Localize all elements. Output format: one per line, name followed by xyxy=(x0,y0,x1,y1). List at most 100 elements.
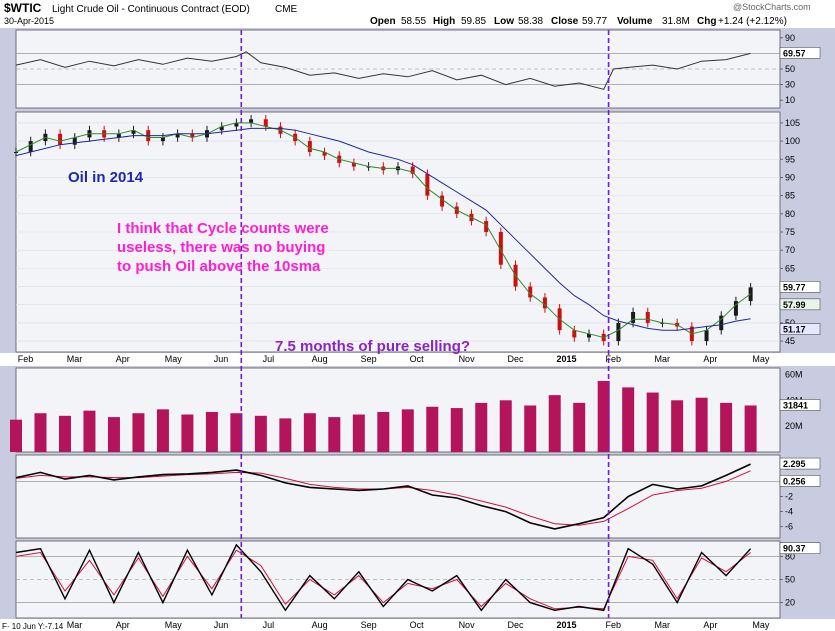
volume-bar xyxy=(597,380,610,452)
volume-bar xyxy=(83,410,96,452)
stoch-last-value: 90.37 xyxy=(783,544,806,554)
candle-body xyxy=(160,137,165,142)
close-value: 59.77 xyxy=(582,16,607,27)
volume-bar xyxy=(475,402,488,452)
volume-bar xyxy=(58,415,71,452)
header-bg xyxy=(0,0,835,28)
macd-last-value-bg xyxy=(779,457,821,470)
candle-body xyxy=(425,173,430,196)
volume-bar xyxy=(524,405,537,452)
bottom-month-label: Sep xyxy=(361,620,377,630)
month-label: Jun xyxy=(214,354,229,364)
y-tick-label: 90 xyxy=(785,33,795,43)
candle-body xyxy=(410,166,415,174)
y-tick-label: 80 xyxy=(785,209,795,219)
candle-body xyxy=(72,137,77,145)
y-tick-label: 95 xyxy=(785,154,795,164)
candle-body xyxy=(14,152,18,153)
bottom-month-label: May xyxy=(165,620,183,630)
open-label: Open xyxy=(370,16,396,27)
y-tick-label: 85 xyxy=(785,191,795,201)
volume-bar xyxy=(573,402,586,452)
candle-body xyxy=(719,315,724,331)
chart-date: 30-Apr-2015 xyxy=(4,16,54,26)
y-tick-label: 105 xyxy=(785,118,800,128)
candle-body xyxy=(645,312,650,323)
y-tick-label: 90 xyxy=(785,172,795,182)
volume-value: 31.8M xyxy=(662,16,690,27)
oil-title: Oil in 2014 xyxy=(68,169,144,186)
rsi-last-value-bg xyxy=(779,47,821,59)
volume-label: Volume xyxy=(617,16,653,27)
candle-body xyxy=(660,322,665,324)
stoch-last-value-bg xyxy=(779,542,821,554)
panels: 907050301069.571051009590858075706560555… xyxy=(0,28,835,631)
candle-body xyxy=(572,330,577,338)
y-tick-label: 20 xyxy=(785,598,795,608)
low-label: Low xyxy=(494,16,514,27)
candle-body xyxy=(366,166,371,168)
description: Light Crude Oil - Continuous Contract (E… xyxy=(52,4,250,15)
volume-bar xyxy=(352,414,365,452)
y-tick-label: -2 xyxy=(785,492,793,502)
bottom-month-label: Apr xyxy=(116,620,130,630)
month-label: Mar xyxy=(654,354,670,364)
candle-body xyxy=(190,133,195,138)
candle-body xyxy=(28,141,33,152)
y-tick-label: 50 xyxy=(785,575,795,585)
volume-bar xyxy=(181,414,194,452)
y-tick-label: 10 xyxy=(785,95,795,105)
month-label: Mar xyxy=(67,354,83,364)
y-tick-label: 45 xyxy=(785,336,795,346)
y-tick-label: 100 xyxy=(785,136,800,146)
bottom-month-label: 2015 xyxy=(557,620,577,630)
rsi-line xyxy=(15,51,751,90)
macd-last-value: 2.295 xyxy=(783,459,806,469)
y-tick-label: 70 xyxy=(785,245,795,255)
month-label: Feb xyxy=(605,354,621,364)
month-label: May xyxy=(752,354,770,364)
macd-panel xyxy=(15,454,781,539)
volume-bar xyxy=(744,405,757,452)
volume-bar xyxy=(720,402,733,452)
candle-body xyxy=(58,133,63,145)
candle-body xyxy=(587,333,591,338)
volume-bar xyxy=(10,419,22,452)
stoch-d-line xyxy=(15,549,751,610)
candle-body xyxy=(234,122,239,127)
month-label: Nov xyxy=(459,354,476,364)
y-tick-label: -4 xyxy=(785,507,793,517)
volume-bar xyxy=(377,411,390,452)
volume-bar xyxy=(646,392,659,452)
volume-bar xyxy=(254,415,267,452)
candle-body xyxy=(116,133,121,138)
exchange: CME xyxy=(275,4,298,15)
bottom-axis-bg xyxy=(0,619,835,631)
month-label: Jul xyxy=(263,354,275,364)
volume-bar xyxy=(499,400,512,452)
bottom-month-label: Aug xyxy=(312,620,328,630)
candle-body xyxy=(322,152,327,156)
y-tick-label: 30 xyxy=(785,80,795,90)
y-tick-label: 65 xyxy=(785,263,795,273)
month-label: Oct xyxy=(410,354,425,364)
footer-readout: F· 10 Jun Y:-7.14 xyxy=(2,622,64,631)
bottom-month-label: Nov xyxy=(459,620,476,630)
y-tick-label: 75 xyxy=(785,227,795,237)
bottom-month-label: Mar xyxy=(67,620,83,630)
candle-body xyxy=(528,286,533,298)
y-tick-label: 80 xyxy=(785,551,795,561)
volume-bar xyxy=(132,413,145,452)
volume-bar xyxy=(34,413,47,452)
candle-body xyxy=(351,162,356,167)
volume-bar xyxy=(156,409,169,452)
bottom-month-label: Dec xyxy=(508,620,525,630)
month-label: Dec xyxy=(508,354,525,364)
bottom-month-label: Jun xyxy=(214,620,229,630)
sma10-last-value: 57.99 xyxy=(783,300,806,310)
open-value: 58.55 xyxy=(401,16,426,27)
volume-panel xyxy=(15,367,781,453)
y-tick-label: 50 xyxy=(785,318,795,328)
